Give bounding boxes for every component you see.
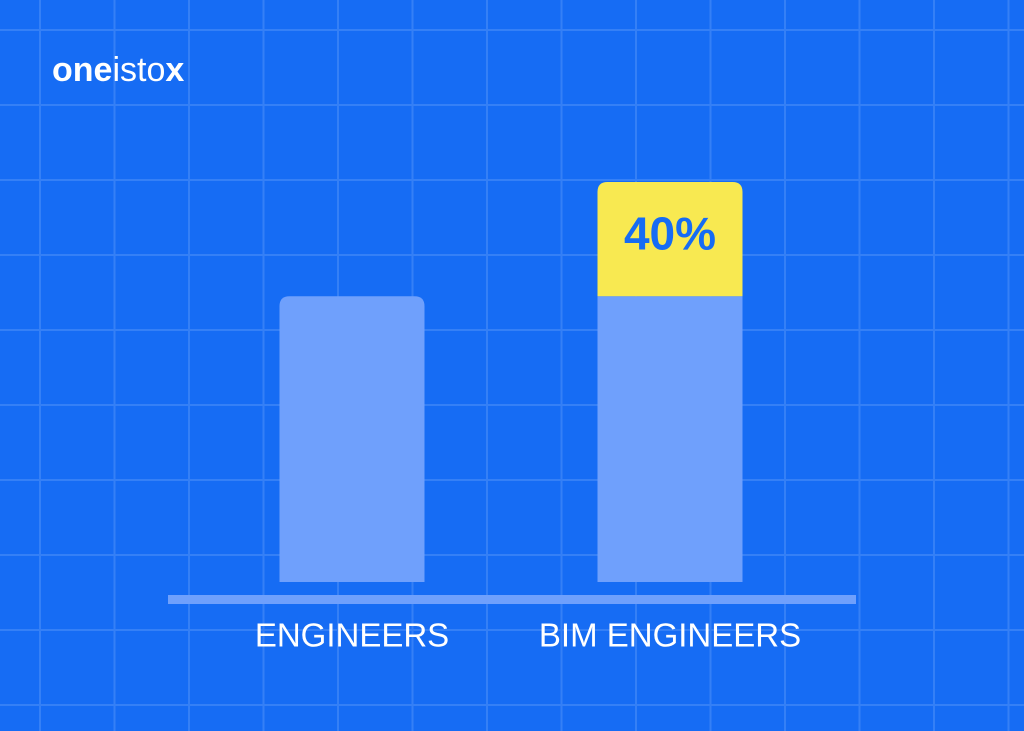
x-tick-label: BIM ENGINEERS (539, 617, 801, 654)
x-tick-label: ENGINEERS (255, 617, 449, 654)
logo-part: one (52, 51, 112, 89)
bar-segment (597, 296, 743, 582)
logo-part: x (165, 51, 184, 89)
bar-segment (597, 182, 743, 297)
value-label: 40% (624, 207, 716, 259)
logo: oneistox (52, 51, 184, 89)
logo-part: isto (112, 51, 165, 89)
baseline (168, 595, 856, 604)
bar-segment (279, 296, 425, 582)
